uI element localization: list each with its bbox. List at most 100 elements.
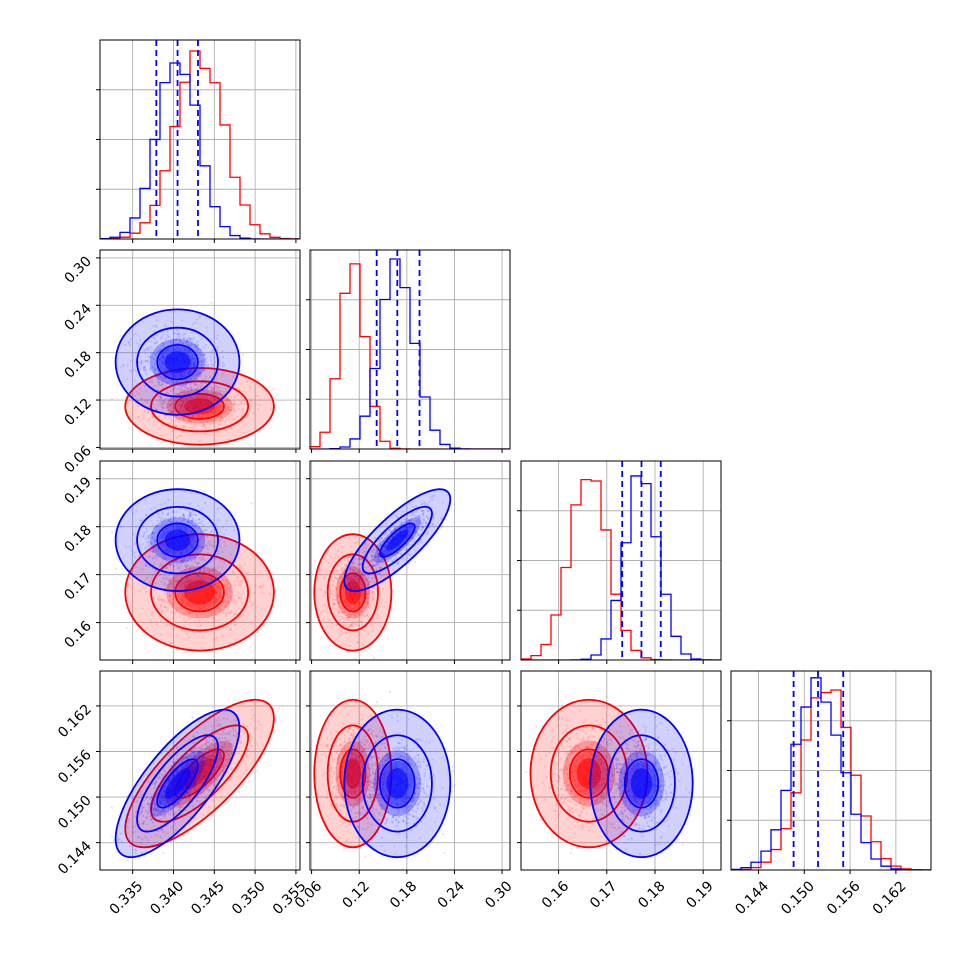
sample-point xyxy=(186,611,189,614)
sample-point xyxy=(225,602,228,605)
sample-point xyxy=(194,346,197,349)
sample-point xyxy=(149,367,152,370)
sample-point xyxy=(159,611,162,614)
sample-point xyxy=(161,359,164,363)
sample-point xyxy=(224,529,227,532)
sample-point xyxy=(233,599,237,602)
sample-point xyxy=(178,392,181,395)
sample-point xyxy=(206,617,209,620)
sample-point xyxy=(202,577,206,580)
sample-point xyxy=(152,550,155,553)
sample-point xyxy=(210,411,214,414)
sample-point xyxy=(188,420,191,423)
sample-point xyxy=(223,599,226,602)
sample-point xyxy=(184,562,187,566)
histogram-panel-p2 xyxy=(310,250,510,449)
sample-point xyxy=(173,387,176,390)
sample-point xyxy=(182,391,185,394)
sample-point xyxy=(186,387,189,390)
sample-point xyxy=(178,527,181,531)
sample-point xyxy=(225,579,228,583)
sample-point xyxy=(201,415,204,418)
sample-point xyxy=(203,559,207,562)
sample-point xyxy=(193,361,196,364)
sample-point xyxy=(161,534,164,537)
sample-point xyxy=(183,582,186,585)
sample-point xyxy=(181,390,185,393)
sample-point xyxy=(176,388,179,391)
sample-point xyxy=(152,563,155,566)
sample-point xyxy=(187,618,190,621)
sample-point xyxy=(230,559,233,562)
sample-point xyxy=(182,426,185,429)
sample-point xyxy=(146,359,150,362)
sample-point xyxy=(229,628,232,632)
sample-point xyxy=(199,607,202,610)
sample-point xyxy=(151,405,155,408)
sample-point xyxy=(224,604,227,608)
sample-point xyxy=(190,535,193,538)
sample-point xyxy=(164,416,167,420)
sample-point xyxy=(198,570,202,573)
sample-point xyxy=(208,606,211,609)
sample-point xyxy=(179,551,183,554)
sample-point xyxy=(177,566,180,569)
sample-point xyxy=(216,391,220,394)
sample-point xyxy=(190,603,193,606)
sample-point xyxy=(174,419,177,422)
sample-point xyxy=(232,402,235,406)
sample-point xyxy=(180,385,183,388)
sample-point xyxy=(171,388,174,391)
sample-point xyxy=(190,545,193,548)
sample-point xyxy=(132,368,135,371)
sample-point xyxy=(203,352,206,356)
sample-point xyxy=(120,525,123,528)
sample-point xyxy=(160,580,163,583)
sample-point xyxy=(254,584,258,587)
sample-point xyxy=(239,597,243,600)
sample-point xyxy=(191,538,195,541)
sample-point xyxy=(156,340,159,343)
sample-point xyxy=(166,381,169,384)
sample-point xyxy=(219,560,222,563)
sample-point xyxy=(203,490,206,493)
sample-point xyxy=(166,566,169,569)
sample-point xyxy=(217,584,221,587)
sample-point xyxy=(185,411,188,414)
scatter-panel-p1-p4 xyxy=(100,671,300,870)
sample-point xyxy=(160,553,163,556)
sample-point xyxy=(170,420,173,423)
sample-point xyxy=(218,389,221,392)
sample-point xyxy=(199,522,202,525)
sample-point xyxy=(178,418,181,421)
sample-point xyxy=(170,418,173,421)
sample-point xyxy=(201,422,205,425)
sample-point xyxy=(146,347,150,350)
sample-point xyxy=(179,515,182,519)
sample-point xyxy=(211,578,214,581)
sample-point xyxy=(193,343,197,346)
sample-point xyxy=(124,545,128,548)
sample-point xyxy=(180,390,183,394)
contour-1-0 xyxy=(156,343,199,381)
sample-point xyxy=(200,576,203,580)
sample-point xyxy=(216,507,220,510)
sample-point xyxy=(200,546,203,549)
sample-point xyxy=(152,536,155,539)
sample-point xyxy=(203,534,206,537)
sample-point xyxy=(199,375,202,378)
sample-point xyxy=(185,564,189,567)
sample-point xyxy=(221,365,224,368)
sample-point xyxy=(313,559,316,562)
sample-point xyxy=(215,379,219,382)
sample-point xyxy=(126,377,129,381)
sample-point xyxy=(152,325,155,328)
sample-point xyxy=(211,419,214,422)
sample-point xyxy=(160,598,163,601)
sample-point xyxy=(162,360,165,364)
sample-point xyxy=(184,568,188,571)
sample-point xyxy=(184,529,187,532)
sample-point xyxy=(140,397,143,400)
sample-point xyxy=(181,559,184,562)
sample-point xyxy=(197,348,200,351)
